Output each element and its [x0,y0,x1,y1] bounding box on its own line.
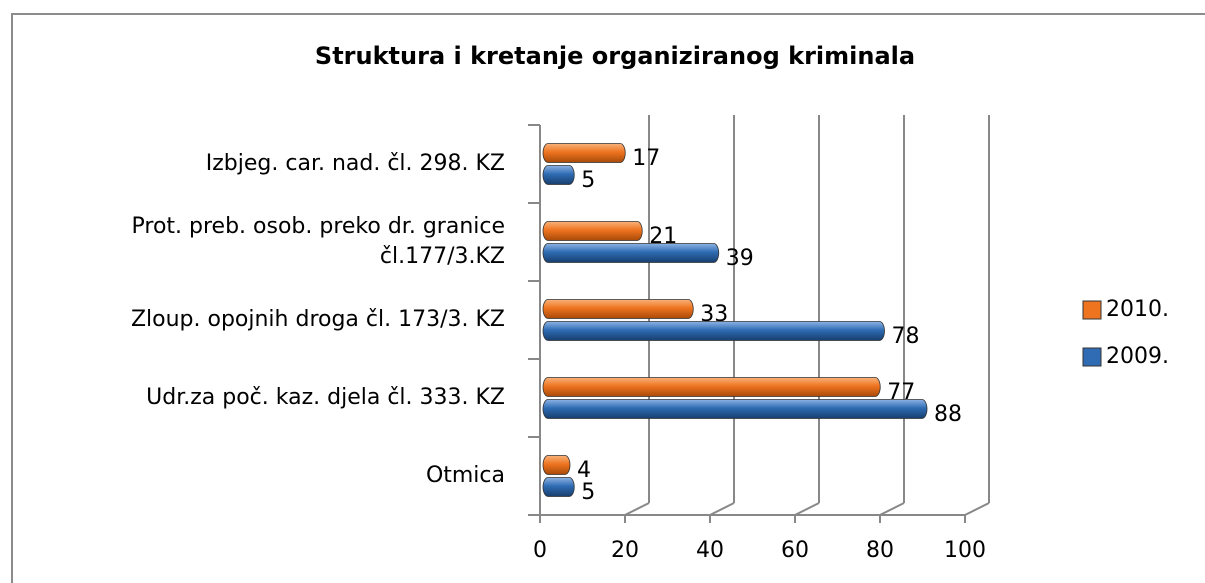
data-label: 5 [581,480,595,505]
data-label: 5 [581,168,595,193]
x-tick-label: 20 [611,538,639,563]
grid-line [794,502,820,516]
bar [542,377,881,397]
x-tick-label: 60 [781,538,809,563]
bar [542,143,626,163]
bar [542,399,928,419]
x-tick-label: 40 [696,538,724,563]
legend-swatch [1082,347,1102,367]
y-tick-label: Prot. preb. osob. preko dr. granice čl.1… [131,214,505,269]
bar [542,321,885,341]
grid-line [964,502,990,516]
data-label: 78 [892,324,920,349]
legend-swatch [1082,300,1102,320]
bar [542,243,720,263]
legend-label: 2009. [1106,344,1169,369]
bar [542,477,575,497]
grid-line [709,502,735,516]
data-label: 4 [577,458,591,483]
y-tick-label: Udr.za poč. kaz. djela čl. 333. KZ [146,385,505,410]
x-tick-label: 0 [533,538,547,563]
data-label: 39 [726,246,754,271]
y-tick-label: Izbjeg. car. nad. čl. 298. KZ [205,151,505,176]
data-label: 88 [934,402,962,427]
legend-label: 2010. [1106,297,1169,322]
bar [542,455,571,475]
frame [11,13,1205,583]
y-tick-label: Otmica [425,463,505,488]
bar [542,221,643,241]
grid-line [624,502,650,516]
data-label: 17 [632,146,660,171]
grid-line [879,502,905,516]
bar [542,299,694,319]
x-tick-label: 100 [944,538,986,563]
bar [542,165,575,185]
y-tick-label: Zloup. opojnih droga čl. 173/3. KZ [130,307,505,332]
x-tick-label: 80 [866,538,894,563]
chart-title: Struktura i kretanje organiziranog krimi… [315,42,915,70]
